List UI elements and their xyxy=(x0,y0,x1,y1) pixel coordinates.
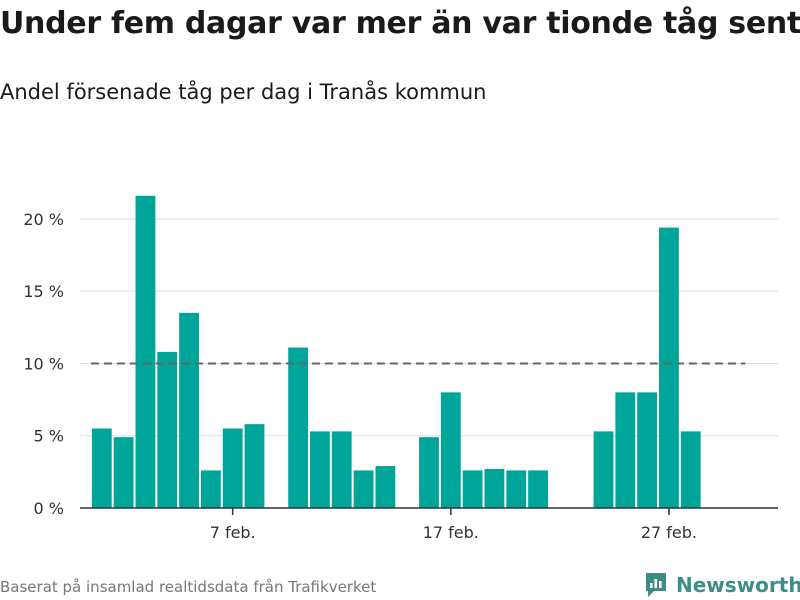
bar xyxy=(637,392,658,508)
y-axis-labels: 0 % 5 % 10 % 15 % 20 % xyxy=(23,210,64,518)
y-tick-label: 0 % xyxy=(34,499,64,518)
x-tick-label: 17 feb. xyxy=(423,523,479,542)
bar xyxy=(528,470,548,508)
bar xyxy=(462,470,483,508)
x-tick-label: 7 feb. xyxy=(210,523,256,542)
bar xyxy=(91,428,112,508)
source-note: Baserat på insamlad realtidsdata från Tr… xyxy=(0,578,377,596)
bar xyxy=(157,351,178,508)
bar xyxy=(375,466,396,508)
bar xyxy=(113,437,134,508)
bar xyxy=(244,424,265,508)
bar xyxy=(288,347,309,508)
page-title: Under fem dagar var mer än var tionde tå… xyxy=(0,6,800,41)
bar xyxy=(310,431,330,508)
bar xyxy=(135,195,156,509)
page-subtitle: Andel försenade tåg per dag i Tranås kom… xyxy=(0,80,487,104)
x-tick-label: 27 feb. xyxy=(641,523,697,542)
bar xyxy=(419,437,439,508)
bar xyxy=(331,431,352,508)
y-tick-label: 20 % xyxy=(23,210,64,229)
bar xyxy=(440,392,461,508)
bar xyxy=(506,470,527,508)
y-tick-label: 5 % xyxy=(34,427,64,446)
x-axis xyxy=(80,507,778,515)
y-tick-label: 10 % xyxy=(23,354,64,373)
y-tick-label: 15 % xyxy=(23,282,64,301)
bar xyxy=(615,392,636,508)
bars xyxy=(91,195,701,509)
brand-logo: Newsworthy xyxy=(644,570,800,600)
bar xyxy=(484,468,505,508)
bar xyxy=(659,227,679,508)
bar xyxy=(200,470,221,508)
bar xyxy=(353,470,374,508)
bar xyxy=(222,428,243,508)
newsworthy-logo-icon xyxy=(646,573,666,597)
bar xyxy=(680,431,701,508)
bar xyxy=(179,312,199,508)
bar xyxy=(593,431,614,508)
x-axis-labels: 7 feb. 17 feb. 27 feb. xyxy=(210,523,697,542)
brand-name: Newsworthy xyxy=(676,573,800,597)
